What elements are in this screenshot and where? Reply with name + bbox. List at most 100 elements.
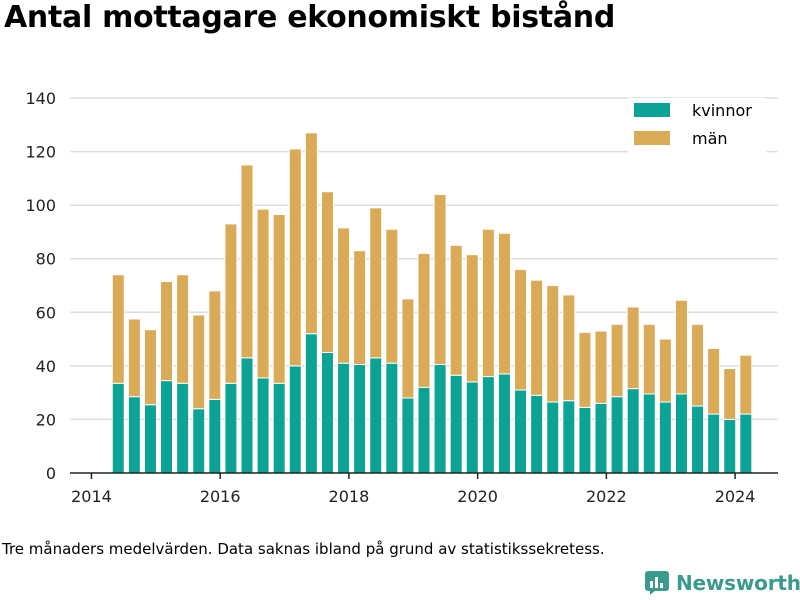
y-tick-label: 40 [36, 357, 56, 376]
bar-kvinnor [433, 364, 447, 474]
bar-man [208, 290, 222, 400]
bar-man [385, 228, 399, 364]
bar-man [530, 279, 544, 396]
bar-man [674, 299, 688, 395]
bar-kvinnor [658, 401, 672, 474]
bar-kvinnor [208, 398, 222, 474]
x-tick-label: 2014 [71, 487, 112, 506]
bar-man [224, 223, 238, 384]
bar-kvinnor [723, 418, 737, 474]
bar-man [127, 318, 141, 398]
bar-man [707, 347, 721, 415]
bar-man [723, 368, 737, 420]
bar-kvinnor [385, 362, 399, 474]
bar-kvinnor [176, 382, 190, 474]
bar-kvinnor [304, 333, 318, 474]
newsworthy-logo-icon [645, 571, 669, 595]
brand-logo[interactable]: Newsworthy [644, 570, 800, 596]
bar-man [739, 354, 753, 415]
bar-kvinnor [530, 394, 544, 474]
bar-kvinnor [562, 400, 576, 474]
bar-kvinnor [337, 362, 351, 474]
bar-man [546, 285, 560, 403]
bar-man [465, 254, 479, 383]
bar-kvinnor [272, 382, 286, 474]
bar-man [256, 208, 270, 379]
bar-man [320, 191, 334, 353]
bar-kvinnor [578, 406, 592, 474]
bar-man [578, 331, 592, 408]
x-tick-label: 2024 [715, 487, 756, 506]
bar-kvinnor [143, 404, 157, 474]
legend-swatch-man [634, 131, 670, 145]
bar-kvinnor [240, 357, 254, 474]
axes: 0 20 40 60 80 100 120 140 2014 2016 2018 2020 2022 20… [25, 89, 778, 506]
bar-man [272, 214, 286, 384]
bar-kvinnor [626, 388, 640, 474]
x-tick-label: 2016 [200, 487, 241, 506]
bar-man [337, 227, 351, 364]
bar-kvinnor [514, 389, 528, 474]
bar-man [433, 193, 447, 366]
x-tick-label: 2020 [457, 487, 498, 506]
legend: kvinnor män [628, 98, 766, 154]
brand-name: Newsworthy [676, 571, 800, 595]
bar-man [143, 329, 157, 406]
bar-kvinnor [127, 396, 141, 474]
bar-man [369, 207, 383, 359]
bar-kvinnor [674, 393, 688, 474]
y-tick-label: 20 [36, 410, 56, 429]
bar-kvinnor [497, 373, 511, 474]
bar-man [304, 132, 318, 335]
bar-kvinnor [739, 413, 753, 474]
bar-man [160, 280, 174, 382]
legend-label-kvinnor: kvinnor [692, 100, 752, 120]
y-tick-label: 80 [36, 250, 56, 269]
bar-man [642, 323, 656, 395]
y-tick-label: 60 [36, 303, 56, 322]
bar-man [626, 306, 640, 390]
bar-kvinnor [401, 397, 415, 474]
legend-label-man: män [692, 128, 728, 148]
bar-man [562, 294, 576, 402]
bar-man [240, 164, 254, 359]
bar-kvinnor [111, 382, 125, 474]
bar-kvinnor [691, 405, 705, 474]
bar-kvinnor [160, 380, 174, 474]
x-tick-label: 2018 [329, 487, 370, 506]
footnote: Tre månaders medelvärden. Data saknas ib… [2, 540, 605, 558]
bar-kvinnor [465, 381, 479, 474]
x-tick-label: 2022 [586, 487, 627, 506]
bar-man [691, 323, 705, 407]
bar-kvinnor [369, 357, 383, 474]
bar-man [288, 148, 302, 367]
legend-item-kvinnor: kvinnor [634, 100, 752, 120]
y-tick-label: 100 [25, 196, 56, 215]
bars [111, 132, 753, 474]
bar-man [192, 314, 206, 410]
chart-title: Antal mottagare ekonomiskt bistånd [4, 0, 616, 35]
bar-man [610, 323, 624, 398]
bar-kvinnor [610, 396, 624, 474]
bar-man [594, 330, 608, 404]
bar-kvinnor [707, 413, 721, 474]
bar-man [176, 274, 190, 384]
bar-man [449, 244, 463, 376]
y-tick-label: 120 [25, 143, 56, 162]
bar-kvinnor [288, 365, 302, 474]
bar-kvinnor [481, 376, 495, 474]
bar-man [401, 298, 415, 399]
bar-kvinnor [224, 382, 238, 474]
bar-kvinnor [594, 402, 608, 474]
bar-man [111, 274, 125, 384]
bar-kvinnor [192, 408, 206, 474]
bar-man [497, 232, 511, 375]
bar-man [514, 268, 528, 391]
bar-kvinnor [417, 386, 431, 474]
y-tick-label: 0 [46, 464, 56, 483]
legend-item-man: män [634, 128, 728, 148]
bar-kvinnor [449, 374, 463, 474]
bar-man [481, 228, 495, 378]
bar-man [658, 338, 672, 403]
